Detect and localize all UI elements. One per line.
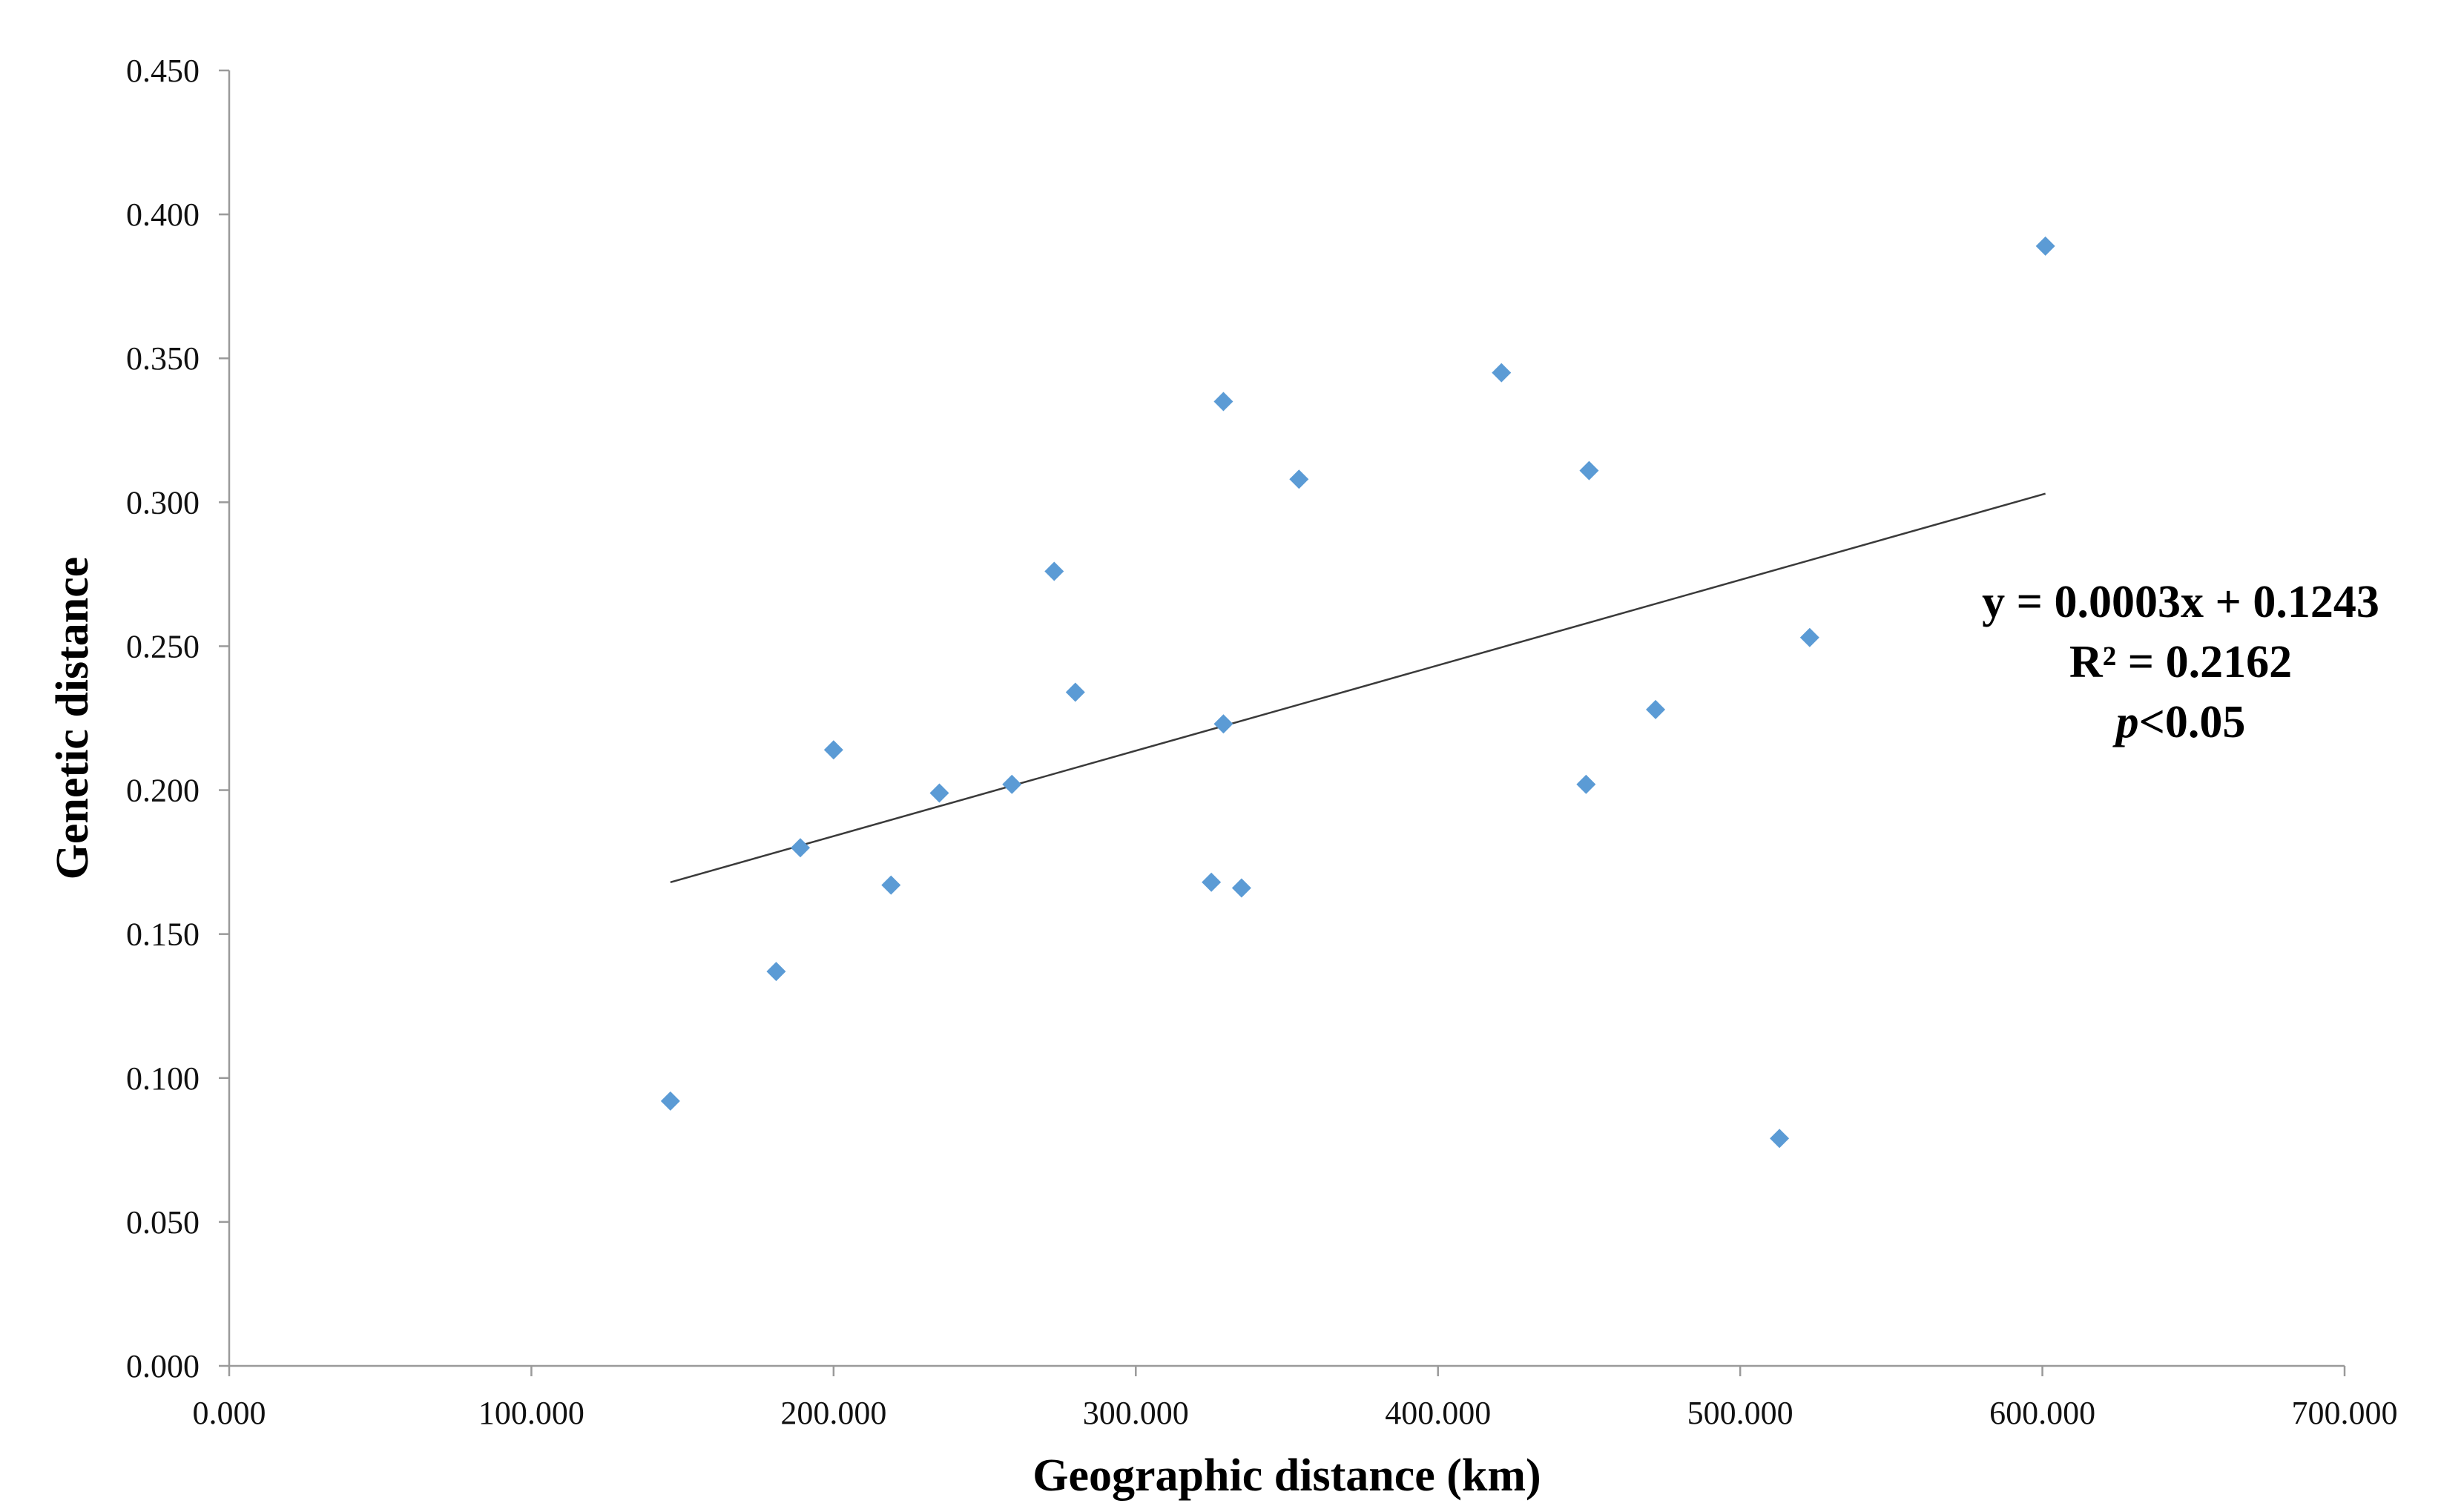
y-tick-label: 0.350 [126, 340, 200, 377]
data-point [1044, 561, 1064, 581]
regression-equation: y = 0.0003x + 0.1243 [1982, 577, 2379, 627]
data-point [1231, 878, 1251, 898]
y-tick-label: 0.150 [126, 917, 200, 953]
x-tick-label: 700.000 [2292, 1395, 2398, 1431]
p-value-symbol: p [2112, 697, 2139, 747]
x-tick-label: 300.000 [1083, 1395, 1189, 1431]
y-tick-label: 0.400 [126, 197, 200, 233]
data-point [929, 783, 949, 803]
x-tick-label: 200.000 [780, 1395, 886, 1431]
data-point [1576, 774, 1596, 794]
x-tick-label: 500.000 [1687, 1395, 1793, 1431]
y-tick-label: 0.300 [126, 484, 200, 521]
data-point [1213, 392, 1233, 412]
data-point [1492, 363, 1512, 383]
x-tick-label: 600.000 [1989, 1395, 2095, 1431]
data-point [823, 740, 843, 760]
p-value-threshold: <0.05 [2139, 697, 2246, 747]
axes [228, 70, 2345, 1367]
x-axis-ticks: 0.000 100.000 200.000 300.000 400.000 500.000… [193, 1366, 2398, 1431]
y-axis-ticks: 0.000 0.050 0.100 0.150 0.200 0.250 0.300 0.350… [126, 53, 229, 1384]
regression-annotation: y = 0.0003x + 0.1243 R² = 0.2162 p<0.05 [1982, 577, 2379, 747]
y-tick-label: 0.450 [126, 53, 200, 89]
trendline [670, 492, 2046, 883]
x-tick-label: 0.000 [193, 1395, 266, 1431]
x-tick-label: 400.000 [1385, 1395, 1491, 1431]
x-tick-label: 100.000 [478, 1395, 584, 1431]
data-point [1213, 714, 1233, 734]
x-axis-title: Geographic distance (km) [1032, 1450, 1541, 1501]
p-value-label: p<0.05 [2112, 697, 2246, 747]
y-tick-label: 0.100 [126, 1060, 200, 1097]
data-point [1799, 627, 1819, 647]
data-point [1770, 1129, 1790, 1149]
y-tick-label: 0.200 [126, 773, 200, 809]
data-point [2035, 236, 2055, 256]
data-point [1202, 872, 1222, 892]
y-tick-label: 0.050 [126, 1204, 200, 1241]
data-point [1579, 460, 1599, 481]
data-point [881, 875, 901, 895]
y-axis-title: Genetic distance [47, 557, 98, 880]
y-tick-label: 0.000 [126, 1348, 200, 1384]
data-point [1002, 774, 1022, 794]
data-point [1646, 699, 1666, 719]
data-points [660, 236, 2055, 1149]
data-point [1065, 682, 1085, 702]
y-tick-label: 0.250 [126, 628, 200, 664]
data-point [766, 962, 786, 982]
data-point [791, 838, 811, 858]
data-point [1289, 469, 1309, 489]
data-point [660, 1091, 680, 1111]
r-squared-label: R² = 0.2162 [2069, 637, 2292, 687]
